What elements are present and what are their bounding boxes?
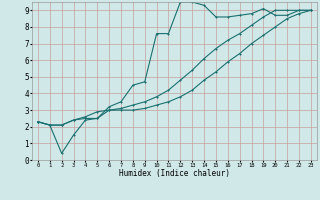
X-axis label: Humidex (Indice chaleur): Humidex (Indice chaleur) [119, 169, 230, 178]
